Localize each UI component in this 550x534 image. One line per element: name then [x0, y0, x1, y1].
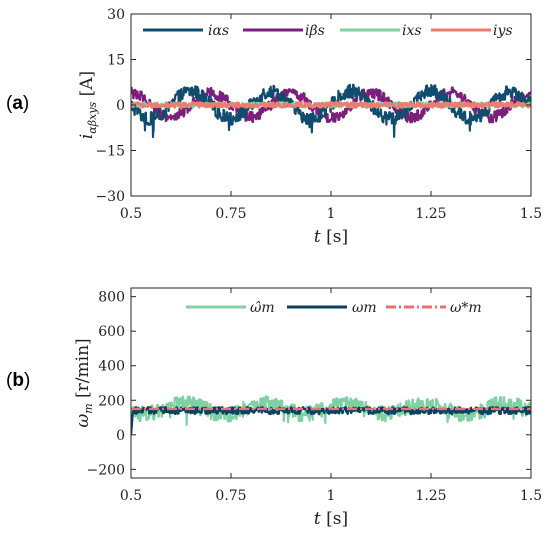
legend-label-1: iαs — [208, 23, 229, 39]
panel-label: (b) — [6, 370, 30, 391]
x-tick-label: 0.75 — [215, 488, 246, 504]
y-tick-label: 200 — [98, 393, 125, 409]
y-tick-label: −200 — [87, 462, 125, 478]
x-tick-label: 0.75 — [215, 206, 246, 222]
x-axis-label: t [s] — [314, 509, 348, 529]
axes-frame — [130, 287, 532, 479]
x-axis-label: t [s] — [314, 227, 348, 247]
x-tick-label: 1 — [327, 206, 336, 222]
x-tick-label: 0.5 — [120, 488, 142, 504]
x-tick-label: 1.25 — [415, 206, 446, 222]
x-tick-label: 1.25 — [415, 488, 446, 504]
panel-label: (a) — [6, 93, 29, 114]
y-tick-label: 15 — [107, 53, 125, 69]
panel-b: 0.5 0.75 1 1.25 1.5 −200 0 200 400 600 800 t [s] ωm … — [6, 287, 542, 529]
legend-label-2: iβs — [305, 23, 325, 39]
legend-label-4: iys — [493, 23, 513, 39]
series-line-2 — [131, 406, 531, 435]
y-tick-label: 30 — [107, 7, 125, 23]
y-tick-label: 400 — [98, 359, 125, 375]
y-tick-label: 0 — [116, 428, 125, 444]
legend: ω̂m ωm ω*m — [186, 300, 482, 316]
legend-label-1: ω̂m — [250, 300, 275, 316]
series-line-4 — [131, 101, 531, 109]
x-tick-label: 1.5 — [520, 206, 542, 222]
y-tick-label: −15 — [95, 144, 125, 160]
plot-area — [131, 395, 531, 435]
y-tick-label: 600 — [98, 324, 125, 340]
y-axis-label: iαβxys [A] — [77, 71, 99, 139]
legend-label-3: ω*m — [450, 300, 482, 316]
plot-area — [131, 83, 531, 139]
series-line-1 — [131, 83, 531, 139]
y-axis-label: ωm [r/min] — [73, 338, 95, 427]
x-tick-label: 1 — [327, 488, 336, 504]
series-line-1 — [131, 395, 531, 435]
series-line-2 — [131, 86, 531, 124]
y-tick-label: 0 — [116, 98, 125, 114]
legend-label-2: ωm — [352, 300, 377, 316]
x-tick-label: 0.5 — [120, 206, 142, 222]
y-tick-label: −30 — [95, 189, 125, 205]
y-tick-label: 800 — [98, 290, 125, 306]
x-tick-label: 1.5 — [520, 488, 542, 504]
panel-a: 0.5 0.75 1 1.25 1.5 −30 −15 0 15 30 t [s] iαβxys [A… — [6, 7, 542, 247]
legend-label-3: ixs — [402, 23, 422, 39]
legend: iαs iβs ixs iys — [143, 23, 513, 39]
